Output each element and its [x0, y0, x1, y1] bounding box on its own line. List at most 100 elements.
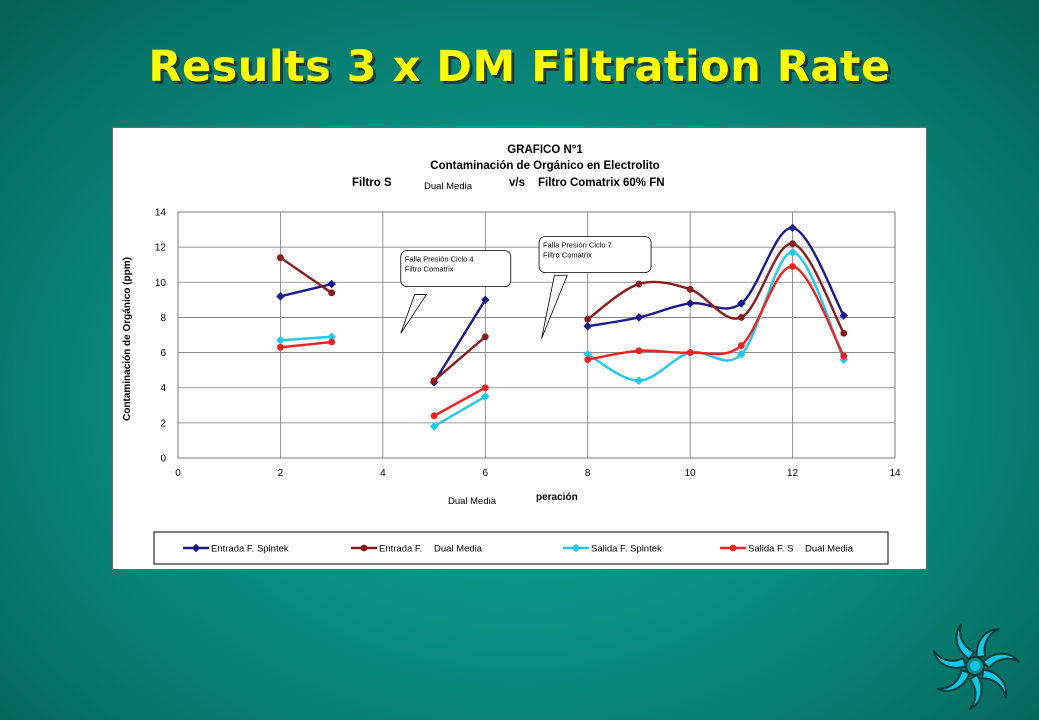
- logo-arm: [936, 668, 971, 692]
- axis-layer: 0 2 4 6 8 10 12 14 0 2 4 6 8 10 12 14: [155, 208, 901, 507]
- data-point: [635, 280, 643, 288]
- slide-title: Results 3 x DM Filtration Rate: [148, 42, 891, 92]
- x-tick-label: 2: [278, 468, 284, 479]
- chart-title-line3-right: Filtro Comatrix 60% FN: [538, 177, 665, 189]
- callout-text: Filtro Comatrix: [405, 265, 454, 274]
- data-point: [584, 315, 592, 323]
- legend-overlay-text: Dual Media: [805, 544, 854, 555]
- legend-entry-label: Entrada F. Spintek: [211, 544, 289, 555]
- legend-overlay-box: [803, 540, 871, 555]
- legend-overlay-text: Dual Media: [434, 544, 483, 555]
- logo-arm: [968, 673, 983, 711]
- chart-svg: 0 2 4 6 8 10 12 14 0 2 4 6 8 10 12 14 Falla Presión Cic…: [122, 144, 901, 565]
- data-point: [789, 263, 796, 270]
- callout-tail: [400, 294, 428, 334]
- series-line: [433, 335, 487, 382]
- title-overlay-box: [391, 177, 477, 193]
- y-tick-label: 14: [155, 208, 167, 219]
- x-axis-overlay-text: Dual Media: [448, 496, 497, 507]
- callout-box: [538, 236, 652, 273]
- x-tick-label: 12: [787, 468, 799, 479]
- legend-entry-label: Entrada F.: [379, 544, 422, 555]
- series-line: [433, 395, 486, 428]
- data-point: [737, 299, 746, 308]
- logo-arm: [975, 628, 1000, 659]
- series-line: [279, 256, 333, 294]
- chart-panel: 0 2 4 6 8 10 12 14 0 2 4 6 8 10 12 14 Falla Presión Cic…: [112, 127, 927, 570]
- x-tick-label: 10: [685, 468, 697, 479]
- data-point: [277, 254, 284, 262]
- x-axis-label: peración: [536, 492, 578, 503]
- legend-overlay-box: [432, 540, 500, 555]
- data-point: [840, 352, 848, 360]
- legend-swatch-marker: [729, 544, 737, 552]
- data-point: [789, 240, 796, 248]
- legend-swatch-marker: [360, 544, 368, 552]
- x-tick-label: 0: [175, 468, 181, 479]
- data-point: [481, 295, 490, 305]
- y-tick-label: 0: [160, 454, 166, 465]
- callout-tail: [541, 274, 568, 339]
- chart-title-line3-mid: v/s: [509, 177, 525, 189]
- series-line: [280, 335, 332, 342]
- logo-arm: [981, 668, 1008, 699]
- legend-entry-label: Salida F. S: [748, 544, 793, 555]
- callout-text: Falla Presión Ciclo 4: [405, 255, 474, 264]
- y-tick-label: 12: [155, 243, 167, 254]
- data-point: [429, 422, 439, 431]
- x-tick-label: 6: [483, 468, 489, 479]
- grid-layer: [177, 211, 896, 459]
- data-point: [327, 332, 336, 341]
- data-point: [686, 349, 694, 356]
- chart-title-line3-left: Filtro S: [352, 177, 392, 189]
- chart-title-line2: Contaminación de Orgánico en Electrolito: [430, 160, 659, 172]
- y-tick-label: 10: [155, 278, 167, 289]
- y-tick-label: 6: [160, 348, 166, 359]
- chart-title-line1: GRAFICO N°1: [507, 144, 583, 156]
- data-point: [328, 289, 336, 297]
- data-point: [481, 392, 490, 401]
- x-overlay-box: [438, 493, 508, 507]
- y-axis-label: Contaminación de Orgánico (ppm): [122, 257, 133, 421]
- data-point: [276, 292, 285, 301]
- data-point: [327, 279, 336, 289]
- data-point: [481, 333, 489, 341]
- series-line: [433, 386, 486, 417]
- y-tick-label: 8: [160, 313, 166, 324]
- legend-layer: Entrada F. Spintek Entrada F. Dual Media Sa…: [183, 540, 871, 555]
- title-overlay-text: Dual Media: [424, 181, 473, 192]
- logo-arm: [955, 623, 976, 661]
- series-line: [433, 299, 487, 384]
- callout-text: Filtro Comatrix: [543, 251, 592, 260]
- callout-text: Falla Presión Ciclo 7: [543, 241, 612, 250]
- x-tick-label: 14: [889, 468, 901, 479]
- data-point: [481, 384, 489, 392]
- legend-entry-label: Salida F. Spintek: [591, 544, 662, 555]
- series-line: [280, 340, 332, 349]
- data-point: [584, 356, 592, 363]
- y-tick-label: 2: [160, 418, 166, 429]
- data-point: [685, 299, 695, 308]
- data-point: [277, 343, 284, 351]
- data-point: [840, 329, 848, 337]
- data-point: [276, 336, 285, 345]
- legend-box: [153, 531, 889, 565]
- x-tick-label: 8: [585, 468, 591, 479]
- data-point: [430, 412, 438, 420]
- swirl-logo-icon: [932, 623, 1020, 711]
- logo-arm: [981, 652, 1020, 670]
- data-point: [635, 347, 643, 355]
- logo-arm: [932, 649, 968, 669]
- y-tick-label: 4: [160, 383, 166, 394]
- data-point: [686, 285, 694, 293]
- x-tick-label: 4: [380, 468, 386, 479]
- data-point: [430, 377, 438, 385]
- plot-area: [177, 211, 896, 459]
- data-point: [737, 314, 745, 321]
- data-point: [328, 338, 336, 346]
- data-point: [737, 342, 745, 349]
- callout-box: [400, 250, 512, 288]
